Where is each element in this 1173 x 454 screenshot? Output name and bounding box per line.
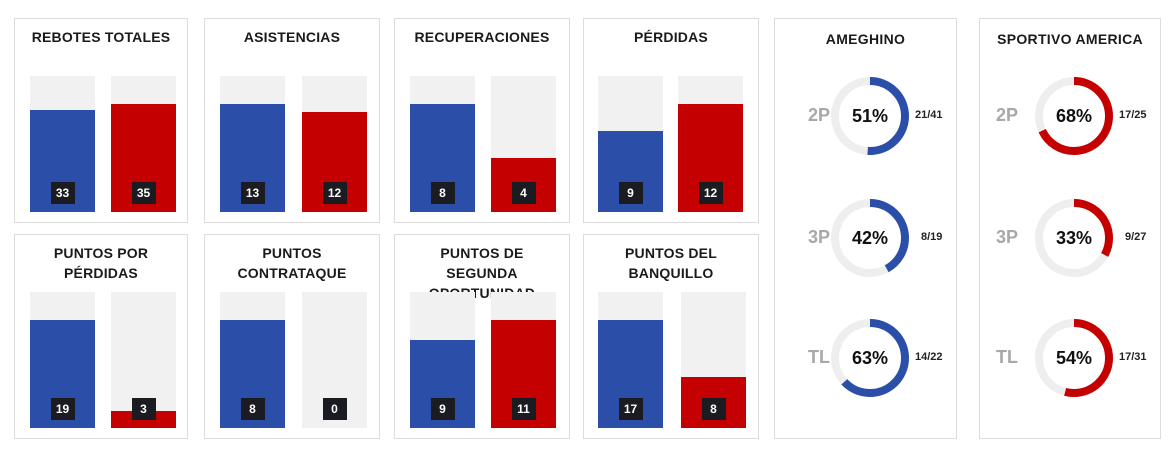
team-title: SPORTIVO AMERICA xyxy=(997,31,1143,47)
stat-row-3p: 3P 42% 8/19 xyxy=(775,196,956,280)
donut-arc xyxy=(1035,199,1113,277)
stat-code: 3P xyxy=(995,227,1018,247)
panel-puntos-segunda-oportunidad: PUNTOS DE SEGUNDA OPORTUNIDAD 9 11 xyxy=(394,234,570,439)
stat-row-2p: 2P 68% 17/25 xyxy=(980,74,1160,158)
bar-value-label: 8 xyxy=(430,182,455,204)
bar-track-home: 33 xyxy=(30,76,95,212)
stat-row-2p: 2P 51% 21/41 xyxy=(775,74,956,158)
donut-arc xyxy=(1035,319,1113,397)
donut-percentage: 63% xyxy=(851,348,889,368)
bar-track-home: 9 xyxy=(598,76,663,212)
donut-arc xyxy=(1035,77,1113,155)
panel-title: PUNTOS DEL BANQUILLO xyxy=(625,245,717,281)
bar-value-label: 0 xyxy=(322,398,347,420)
donut-percentage: 54% xyxy=(1055,348,1093,368)
panel-asistencias: ASISTENCIAS 13 12 xyxy=(204,18,380,223)
stat-fraction: 9/27 xyxy=(1125,231,1147,243)
bar-track-away: 11 xyxy=(491,292,556,428)
bar-value-label: 9 xyxy=(618,182,643,204)
panel-title: PÉRDIDAS xyxy=(634,29,708,45)
donut-arc xyxy=(831,199,909,277)
bar-track-away: 4 xyxy=(491,76,556,212)
bar-track-away: 3 xyxy=(111,292,176,428)
donut-arc xyxy=(831,319,909,397)
bar-value-label: 8 xyxy=(240,398,265,420)
bar-track-home: 9 xyxy=(410,292,475,428)
panel-puntos-del-banquillo: PUNTOS DEL BANQUILLO 17 8 xyxy=(583,234,759,439)
bar-value-label: 4 xyxy=(511,182,536,204)
panel-perdidas: PÉRDIDAS 9 12 xyxy=(583,18,759,223)
panel-rebotes-totales: REBOTES TOTALES 33 35 xyxy=(14,18,188,223)
stat-row-tl: TL 54% 17/31 xyxy=(980,316,1160,400)
bar-track-home: 17 xyxy=(598,292,663,428)
bar-value-label: 35 xyxy=(131,182,156,204)
bar-track-home: 19 xyxy=(30,292,95,428)
panel-title: ASISTENCIAS xyxy=(243,29,341,45)
donut-chart xyxy=(831,319,909,397)
stat-fraction: 8/19 xyxy=(921,231,943,243)
bar-value-label: 3 xyxy=(131,398,156,420)
donut-chart xyxy=(831,199,909,277)
stat-fraction: 17/31 xyxy=(1119,351,1147,363)
panel-title: PUNTOS POR PÉRDIDAS xyxy=(53,245,149,281)
stat-code: 3P xyxy=(807,227,830,247)
bar-track-away: 0 xyxy=(302,292,367,428)
bar-track-home: 8 xyxy=(410,76,475,212)
donut-percentage: 51% xyxy=(851,106,889,126)
bar-value-label: 12 xyxy=(322,182,347,204)
panel-shooting-sportivo-america: SPORTIVO AMERICA 2P 68% 17/25 3P 33% 9/2… xyxy=(979,18,1161,439)
donut-percentage: 42% xyxy=(851,228,889,248)
donut-chart xyxy=(831,77,909,155)
stat-fraction: 17/25 xyxy=(1119,109,1147,121)
panel-title: RECUPERACIONES xyxy=(414,29,550,45)
stat-code: TL xyxy=(808,347,830,367)
team-title: AMEGHINO xyxy=(825,31,906,47)
donut-percentage: 33% xyxy=(1055,228,1093,248)
bar-track-away: 12 xyxy=(302,76,367,212)
panel-puntos-contrataque: PUNTOS CONTRATAQUE 8 0 xyxy=(204,234,380,439)
donut-chart xyxy=(1035,199,1113,277)
stat-row-3p: 3P 33% 9/27 xyxy=(980,196,1160,280)
donut-percentage: 68% xyxy=(1055,106,1093,126)
bar-value-label: 8 xyxy=(701,398,726,420)
stat-code: 2P xyxy=(807,105,830,125)
bar-track-away: 8 xyxy=(681,292,746,428)
donut-arc xyxy=(831,77,909,155)
panel-shooting-ameghino: AMEGHINO 2P 51% 21/41 3P 42% 8/19 TL 63%… xyxy=(774,18,957,439)
stat-row-tl: TL 63% 14/22 xyxy=(775,316,956,400)
stat-code: TL xyxy=(996,347,1018,367)
bar-track-home: 8 xyxy=(220,292,285,428)
bar-value-label: 19 xyxy=(50,398,75,420)
bar-value-label: 9 xyxy=(430,398,455,420)
bar-track-away: 35 xyxy=(111,76,176,212)
bar-value-label: 13 xyxy=(240,182,265,204)
stat-code: 2P xyxy=(995,105,1018,125)
donut-chart xyxy=(1035,319,1113,397)
bar-track-away: 12 xyxy=(678,76,743,212)
bar-value-label: 17 xyxy=(618,398,643,420)
stat-fraction: 14/22 xyxy=(915,351,943,363)
bar-value-label: 12 xyxy=(698,182,723,204)
donut-chart xyxy=(1035,77,1113,155)
bar-track-home: 13 xyxy=(220,76,285,212)
panel-title: PUNTOS CONTRATAQUE xyxy=(237,245,347,281)
bar-value-label: 33 xyxy=(50,182,75,204)
stat-fraction: 21/41 xyxy=(915,109,943,121)
panel-puntos-por-perdidas: PUNTOS POR PÉRDIDAS 19 3 xyxy=(14,234,188,439)
panel-title: REBOTES TOTALES xyxy=(31,29,171,45)
panel-recuperaciones: RECUPERACIONES 8 4 xyxy=(394,18,570,223)
bar-value-label: 11 xyxy=(511,398,536,420)
